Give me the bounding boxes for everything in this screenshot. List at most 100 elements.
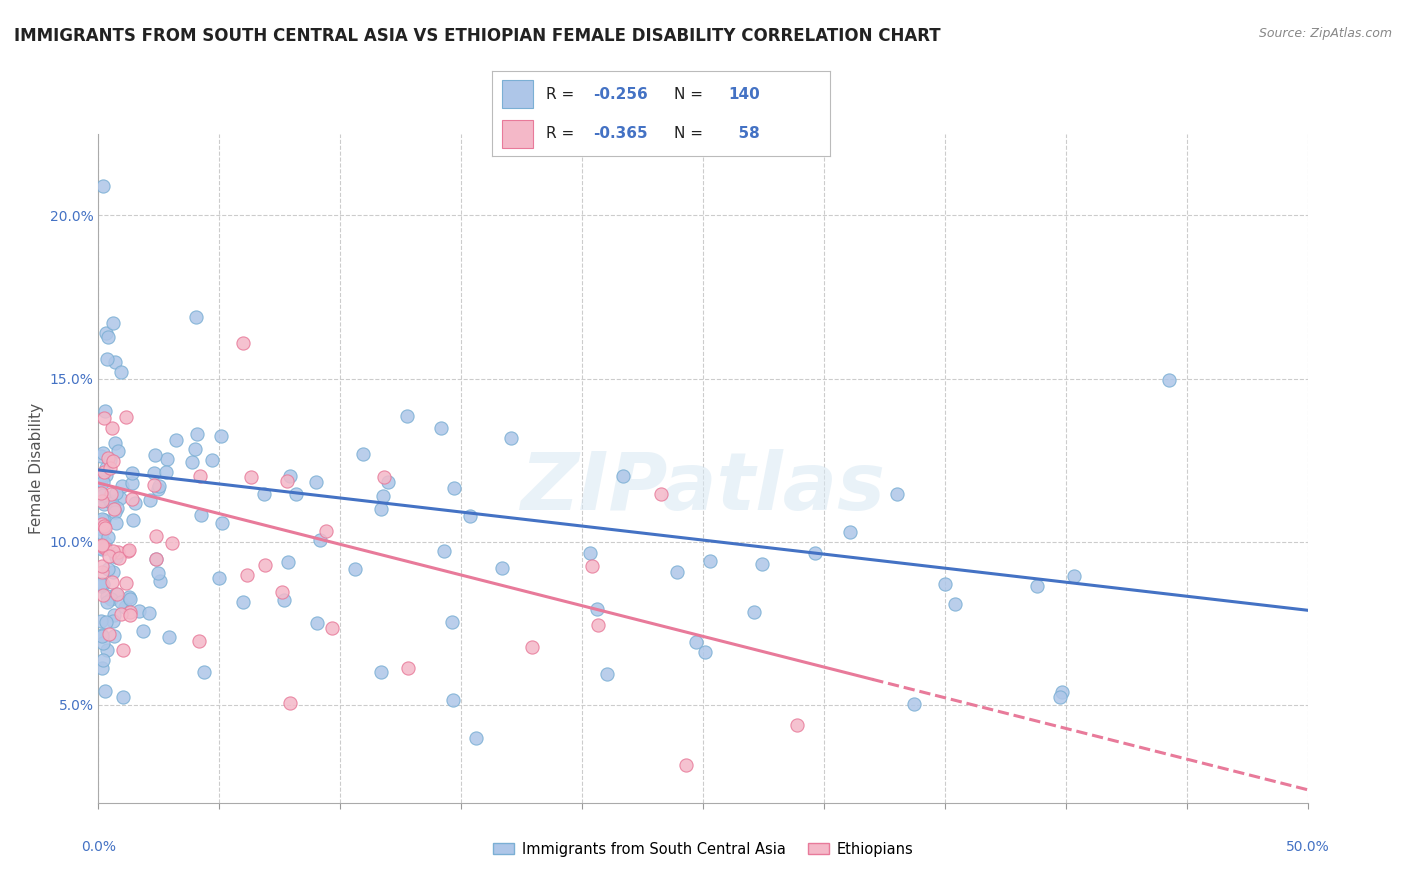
Point (110, 607, 132, 621)
Point (111, 479, 134, 493)
Point (190, 508, 212, 522)
Point (107, 551, 129, 566)
Point (157, 630, 180, 644)
Point (943, 597, 966, 611)
Point (94, 684, 117, 698)
Point (117, 543, 139, 558)
Point (120, 591, 142, 606)
Point (90, 538, 112, 552)
Point (97, 450, 120, 465)
Point (105, 549, 128, 564)
Point (187, 634, 209, 648)
Point (90, 628, 112, 642)
Point (93, 475, 115, 489)
Y-axis label: Female Disability: Female Disability (30, 402, 44, 534)
Text: R =: R = (546, 126, 574, 141)
Point (90, 468, 112, 483)
Point (91, 558, 114, 573)
Point (104, 505, 127, 519)
Point (934, 577, 956, 591)
Point (103, 629, 125, 643)
Point (98, 460, 121, 475)
Point (101, 316, 124, 330)
Point (650, 487, 672, 501)
Point (110, 365, 132, 379)
Point (1157, 373, 1180, 387)
Point (91, 588, 114, 602)
Point (148, 478, 170, 492)
Point (315, 524, 337, 539)
Point (121, 491, 143, 506)
Point (443, 481, 465, 495)
Point (586, 602, 609, 616)
Text: N =: N = (675, 87, 703, 102)
Point (96, 589, 118, 603)
FancyBboxPatch shape (502, 80, 533, 108)
Point (145, 552, 167, 566)
Point (143, 478, 166, 492)
Point (188, 468, 211, 483)
Point (107, 545, 129, 559)
Point (443, 692, 465, 706)
Point (285, 487, 308, 501)
Point (675, 758, 697, 772)
Point (278, 697, 301, 711)
Point (155, 465, 177, 479)
Point (240, 470, 263, 484)
Point (114, 599, 136, 614)
Point (273, 593, 295, 607)
Point (94, 467, 117, 482)
Point (143, 466, 166, 480)
Point (578, 546, 600, 560)
Point (91, 661, 114, 675)
Text: 140: 140 (728, 87, 761, 102)
Point (786, 718, 808, 732)
Point (278, 469, 301, 483)
Point (104, 516, 127, 531)
Point (91, 512, 114, 526)
Point (115, 575, 138, 590)
Point (93, 513, 115, 527)
Point (232, 594, 254, 608)
Point (665, 565, 688, 579)
Point (105, 501, 128, 516)
Point (520, 640, 543, 654)
Point (90, 494, 112, 508)
Point (751, 557, 773, 571)
Point (101, 453, 124, 467)
Point (903, 697, 925, 711)
Point (90, 577, 112, 591)
Point (94, 404, 117, 418)
Point (93, 518, 115, 533)
Point (253, 487, 276, 501)
Text: N =: N = (675, 126, 703, 141)
Point (128, 603, 150, 617)
Point (377, 475, 399, 489)
Point (201, 453, 224, 467)
Point (209, 429, 232, 443)
Point (121, 476, 143, 491)
Point (93, 487, 115, 501)
Point (98, 494, 121, 508)
Point (395, 409, 418, 424)
Point (91, 525, 114, 540)
Point (101, 614, 124, 628)
Point (115, 409, 138, 424)
Point (90, 579, 112, 593)
Point (101, 495, 124, 509)
Point (90, 541, 112, 555)
Legend: Immigrants from South Central Asia, Ethiopians: Immigrants from South Central Asia, Ethi… (486, 836, 920, 863)
Text: -0.256: -0.256 (593, 87, 648, 102)
Point (396, 661, 419, 675)
Point (139, 492, 162, 507)
Point (429, 420, 451, 434)
Point (1049, 690, 1071, 705)
Text: 58: 58 (728, 126, 761, 141)
Point (232, 336, 254, 351)
Point (321, 621, 343, 635)
Point (581, 559, 603, 574)
Point (118, 605, 141, 619)
Point (148, 482, 170, 496)
Point (149, 574, 172, 589)
Point (145, 529, 167, 543)
